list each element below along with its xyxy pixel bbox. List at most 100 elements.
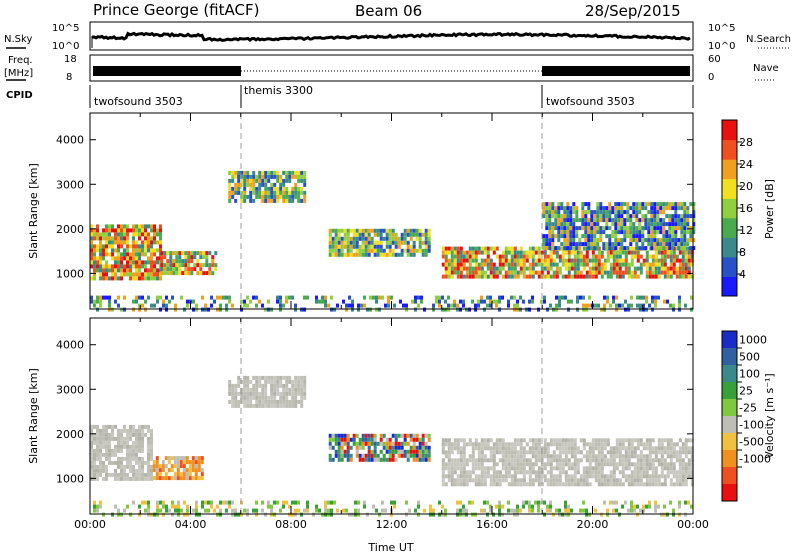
echo-cell-4	[480, 462, 484, 467]
echo-cell-4	[678, 466, 682, 471]
echo-cell-4	[654, 254, 658, 259]
echo-cell-2	[252, 190, 256, 195]
echo-cell-1	[166, 267, 170, 272]
echo-cell-3	[427, 449, 431, 454]
echo-cell-4	[558, 454, 562, 459]
echo-cell-5	[671, 238, 675, 243]
echo-cell-5	[444, 512, 447, 517]
echo-cell-2	[300, 379, 304, 384]
echo-cell-4	[588, 450, 592, 455]
echo-cell-0	[159, 228, 162, 233]
echo-cell-2	[228, 170, 232, 175]
echo-cell-4	[549, 274, 553, 279]
echo-cell-5	[564, 500, 567, 505]
echo-cell-5	[207, 508, 210, 513]
echo-cell-3	[391, 457, 395, 462]
echo-cell-3	[361, 248, 365, 253]
echo-cell-5	[668, 202, 672, 207]
echo-cell-5	[575, 214, 579, 219]
echo-cell-5	[432, 512, 435, 517]
echo-cell-2	[249, 198, 253, 203]
echo-cell-4	[486, 466, 490, 471]
echo-cell-4	[645, 258, 649, 263]
echo-cell-5	[537, 500, 540, 505]
echo-cell-4	[471, 442, 475, 447]
echo-cell-0	[135, 276, 138, 281]
echo-cell-0	[120, 244, 123, 249]
echo-cell-6	[582, 307, 585, 312]
velocity-colorbar-cell	[722, 331, 737, 349]
echo-cell-2	[252, 182, 256, 187]
echo-cell-0	[144, 268, 147, 273]
echo-cell-4	[558, 458, 562, 463]
echo-cell-1	[158, 472, 162, 477]
echo-cell-0	[147, 444, 150, 449]
echo-cell-4	[561, 462, 565, 467]
echo-cell-4	[579, 458, 583, 463]
echo-cell-1	[199, 255, 203, 260]
echo-cell-0	[135, 272, 138, 277]
echo-cell-4	[555, 478, 559, 483]
echo-cell-5	[608, 238, 612, 243]
echo-cell-4	[654, 474, 658, 479]
echo-cell-5	[668, 234, 672, 239]
echo-cell-5	[327, 512, 330, 517]
echo-cell-4	[639, 470, 643, 475]
echo-cell-6	[507, 303, 510, 308]
echo-cell-4	[516, 458, 520, 463]
echo-cell-0	[129, 424, 132, 429]
echo-cell-4	[573, 458, 577, 463]
echo-cell-4	[495, 450, 499, 455]
echo-cell-1	[161, 476, 165, 481]
echo-cell-4	[501, 274, 505, 279]
echo-cell-5	[575, 230, 579, 235]
echo-cell-4	[444, 462, 448, 467]
echo-cell-4	[471, 266, 475, 271]
echo-cell-0	[90, 468, 93, 473]
echo-cell-5	[381, 500, 384, 505]
echo-cell-5	[692, 230, 696, 235]
echo-cell-4	[657, 458, 661, 463]
echo-cell-4	[549, 266, 553, 271]
echo-cell-0	[138, 432, 141, 437]
echo-cell-0	[111, 236, 114, 241]
echo-cell-1	[176, 464, 180, 469]
echo-cell-6	[543, 295, 546, 300]
echo-cell-5	[545, 214, 549, 219]
echo-cell-4	[627, 266, 631, 271]
echo-cell-4	[510, 454, 514, 459]
echo-cell-5	[162, 504, 165, 509]
echo-cell-4	[543, 474, 547, 479]
echo-cell-5	[650, 230, 654, 235]
echo-cell-5	[363, 500, 366, 505]
echo-cell-5	[315, 504, 318, 509]
echo-cell-4	[618, 254, 622, 259]
echo-cell-4	[474, 442, 478, 447]
echo-cell-0	[114, 228, 117, 233]
echo-cell-0	[90, 440, 93, 445]
echo-cell-4	[588, 258, 592, 263]
echo-cell-5	[686, 238, 690, 243]
echo-cell-2	[288, 403, 292, 408]
echo-cell-5	[557, 218, 561, 223]
echo-cell-4	[555, 266, 559, 271]
echo-cell-3	[343, 240, 347, 245]
echo-cell-5	[560, 202, 564, 207]
echo-cell-5	[330, 500, 333, 505]
echo-cell-0	[135, 452, 138, 457]
echo-cell-0	[108, 236, 111, 241]
echo-cell-4	[456, 478, 460, 483]
echo-cell-2	[282, 399, 286, 404]
echo-cell-5	[201, 500, 204, 505]
echo-cell-4	[591, 442, 595, 447]
echo-cell-4	[681, 478, 685, 483]
echo-cell-4	[588, 442, 592, 447]
echo-cell-4	[504, 462, 508, 467]
echo-cell-6	[558, 303, 561, 308]
echo-cell-3	[334, 236, 338, 241]
echo-cell-4	[645, 470, 649, 475]
x-tick-label: 04:00	[175, 518, 207, 531]
echo-cell-0	[132, 444, 135, 449]
echo-cell-5	[540, 500, 543, 505]
echo-cell-4	[564, 442, 568, 447]
